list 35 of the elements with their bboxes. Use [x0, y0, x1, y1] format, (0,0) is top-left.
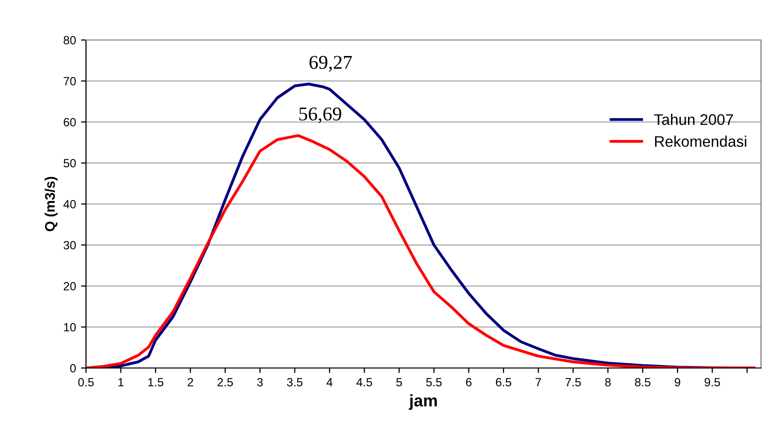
y-axis-title: Q (m3/s) — [44, 176, 58, 232]
y-tick-label: 0 — [70, 364, 76, 372]
x-tick-label: 1.5 — [148, 378, 164, 386]
x-tick-label: 9 — [674, 378, 680, 386]
legend-label: Rekomendasi — [655, 136, 746, 147]
x-tick-label: 7.5 — [566, 378, 581, 386]
y-tick-label: 30 — [64, 241, 76, 250]
x-tick-label: 0.5 — [78, 378, 94, 386]
x-axis-title: jam — [408, 394, 437, 410]
x-tick-label: 1 — [118, 378, 124, 386]
x-tick-label: 6 — [466, 378, 472, 386]
x-tick-label: 8 — [605, 378, 611, 386]
x-tick-label: 6.5 — [496, 378, 512, 386]
y-tick-label: 80 — [64, 36, 76, 44]
x-tick-label: 3.5 — [287, 378, 302, 386]
legend-label: Tahun 2007 — [654, 114, 733, 125]
x-tick-label: 7 — [536, 378, 542, 386]
x-tick-label: 5 — [396, 378, 402, 386]
x-tick-label: 2.5 — [218, 378, 233, 386]
annotation: 69,27 — [310, 56, 352, 72]
y-tick-label: 40 — [63, 200, 76, 208]
y-tick-label: 60 — [64, 118, 76, 126]
y-tick-label: 70 — [64, 77, 76, 86]
line-series — [86, 134, 756, 368]
x-tick-label: 4 — [326, 378, 332, 386]
x-tick-label: 8.5 — [635, 378, 650, 386]
x-tick-label: 5.5 — [426, 378, 442, 386]
x-tick-label: 9.5 — [704, 378, 720, 386]
x-tick-label: 2 — [188, 378, 194, 386]
x-tick-label: 3 — [257, 378, 263, 386]
y-tick-label: 10 — [64, 323, 76, 332]
x-tick-label: 4.5 — [356, 378, 372, 386]
y-tick-label: 20 — [64, 282, 76, 290]
y-tick-label: 50 — [64, 159, 76, 168]
annotation: 56,69 — [299, 107, 342, 124]
